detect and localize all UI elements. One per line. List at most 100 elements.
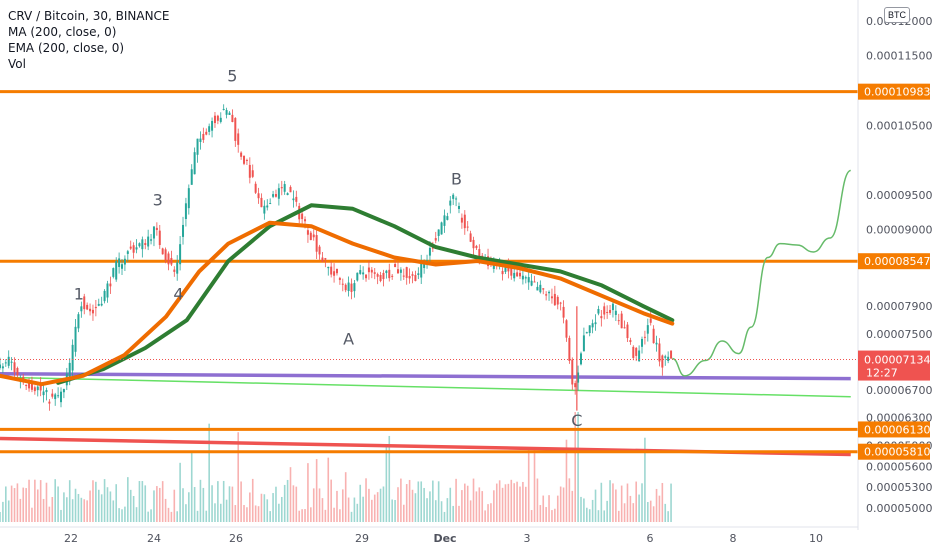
volume-bar xyxy=(158,487,161,522)
volume-bar xyxy=(379,488,382,522)
candle xyxy=(379,271,382,283)
volume-bar xyxy=(475,491,478,522)
candle xyxy=(373,268,376,280)
candle xyxy=(199,131,202,150)
volume-bar xyxy=(405,484,408,522)
candle xyxy=(460,213,463,229)
volume-bar xyxy=(147,511,149,522)
volume-bar xyxy=(269,511,271,522)
y-tick-label: 0.00007500 xyxy=(866,328,932,341)
volume-bar xyxy=(185,504,187,522)
candle xyxy=(411,271,414,284)
volume-bar xyxy=(275,486,277,522)
volume-bar xyxy=(609,480,611,522)
currency-badge[interactable]: BTC xyxy=(884,7,910,23)
ema-line[interactable] xyxy=(0,220,675,387)
candle xyxy=(580,351,582,366)
volume-bar xyxy=(74,488,77,522)
volume-bar xyxy=(545,507,547,522)
volume-bar xyxy=(382,486,385,522)
wave-label: 1 xyxy=(74,284,84,303)
ma-line[interactable] xyxy=(56,203,675,385)
legend-ma[interactable]: MA (200, close, 0) xyxy=(8,25,117,39)
volume-bar xyxy=(179,462,181,522)
candle xyxy=(211,117,214,138)
candle xyxy=(472,236,475,255)
volume-bar xyxy=(501,487,504,522)
volume-bar xyxy=(487,504,489,522)
candle xyxy=(86,302,89,311)
y-tick-label: 0.00010500 xyxy=(866,119,932,132)
candle xyxy=(39,377,42,397)
volume-bar xyxy=(304,509,306,522)
price-axis[interactable]: 0.000120000.000115000.000105000.00009500… xyxy=(857,0,932,530)
volume-bar xyxy=(7,500,10,522)
candle xyxy=(643,330,646,345)
candle xyxy=(455,196,458,207)
volume-bar xyxy=(318,488,321,522)
legend-vol[interactable]: Vol xyxy=(8,57,26,71)
candle xyxy=(126,249,129,262)
legend-ema[interactable]: EMA (200, close, 0) xyxy=(8,41,125,55)
volume-bar xyxy=(260,493,263,522)
volume-bar xyxy=(135,507,138,522)
candle xyxy=(91,304,94,321)
volume-bars xyxy=(0,412,672,522)
volume-bar xyxy=(211,485,213,522)
volume-bar xyxy=(167,507,170,522)
candle xyxy=(272,190,275,199)
candle xyxy=(51,389,54,399)
y-tick-label: 0.00006700 xyxy=(866,384,932,397)
volume-bar xyxy=(13,488,16,522)
volume-bar xyxy=(574,412,576,522)
volume-bar xyxy=(28,479,30,522)
candle xyxy=(225,107,228,119)
candle xyxy=(333,263,336,283)
projection-path[interactable] xyxy=(672,169,852,377)
volume-bar xyxy=(106,487,109,522)
y-tick-label: 0.00005300 xyxy=(866,481,932,494)
candle xyxy=(295,190,298,207)
support-lines xyxy=(0,372,851,457)
volume-bar xyxy=(440,501,443,522)
candle xyxy=(135,239,138,254)
support-line-green[interactable] xyxy=(0,376,851,398)
candle xyxy=(94,299,97,317)
volume-bar xyxy=(402,504,405,522)
candle xyxy=(170,250,173,267)
volume-bar xyxy=(469,500,472,522)
candle xyxy=(83,293,86,315)
legend-symbol[interactable]: CRV / Bitcoin, 30, BINANCE xyxy=(8,9,170,23)
volume-bar xyxy=(350,511,353,522)
volume-bar xyxy=(353,497,356,522)
volume-bar xyxy=(219,503,222,522)
candle xyxy=(330,261,333,278)
volume-bar xyxy=(362,496,364,522)
volume-bar xyxy=(283,484,286,522)
time-axis[interactable]: 22 24 26 29 Dec 3 6 8 10 xyxy=(0,526,858,545)
level-price-tag xyxy=(858,421,930,438)
volume-bar xyxy=(222,480,225,522)
volume-bar xyxy=(144,485,147,522)
candle xyxy=(77,312,80,333)
candle xyxy=(609,304,612,315)
candle xyxy=(269,198,272,205)
candle xyxy=(620,310,623,329)
candle xyxy=(391,273,394,280)
volume-bar xyxy=(455,478,457,522)
candle xyxy=(60,387,63,408)
volume-bar xyxy=(205,510,208,522)
volume-bar xyxy=(127,477,129,522)
candle xyxy=(396,261,399,274)
last-price-label: 0.00007134 xyxy=(864,354,930,367)
candle xyxy=(658,338,661,367)
candle xyxy=(344,283,347,293)
volume-bar xyxy=(208,423,210,522)
volume-bar xyxy=(2,501,4,522)
y-tick-label: 0.00005000 xyxy=(866,502,932,515)
volume-bar xyxy=(533,448,536,522)
level-price-tag xyxy=(858,83,930,100)
support-line-purple[interactable] xyxy=(0,372,851,381)
